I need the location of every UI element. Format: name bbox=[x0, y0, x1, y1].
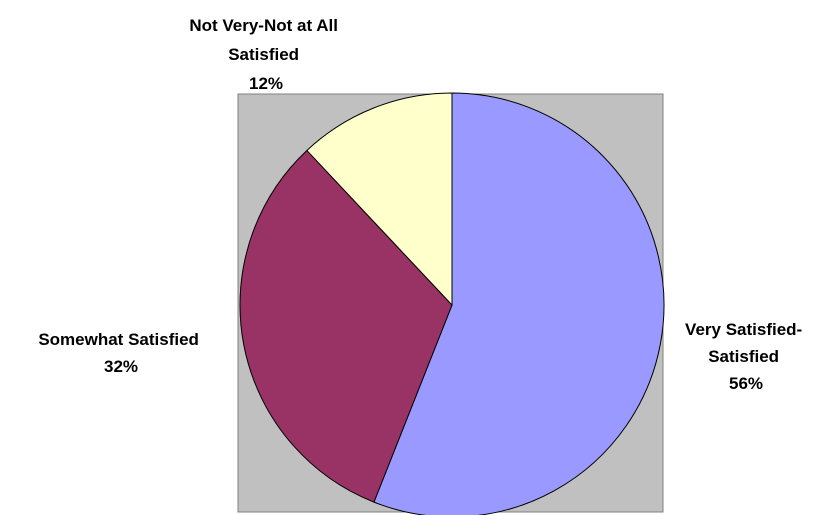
slice-not-satisfied bbox=[306, 92, 453, 307]
slice-very-satisfied bbox=[373, 92, 665, 515]
slice-value-label: 56% bbox=[729, 374, 763, 393]
slice-label-somewhat-satisfied: Somewhat Satisfied 32% bbox=[38, 330, 203, 376]
slice-label-line: Satisfied bbox=[228, 45, 299, 64]
slice-value-label: 32% bbox=[104, 357, 138, 376]
slice-label-not-satisfied: Not Very-Not at All Satisfied 12% bbox=[189, 16, 342, 93]
slice-label-line: Satisfied bbox=[708, 347, 779, 366]
slice-somewhat-satisfied bbox=[239, 149, 453, 503]
slice-value-label: 12% bbox=[249, 74, 283, 93]
slice-label-line: Somewhat Satisfied bbox=[38, 330, 199, 349]
pie-slices bbox=[239, 92, 665, 515]
slice-label-line: Very Satisfied- bbox=[685, 320, 802, 339]
slice-label-very-satisfied: Very Satisfied- Satisfied 56% bbox=[685, 320, 807, 393]
slice-label-line: Not Very-Not at All bbox=[189, 16, 338, 35]
